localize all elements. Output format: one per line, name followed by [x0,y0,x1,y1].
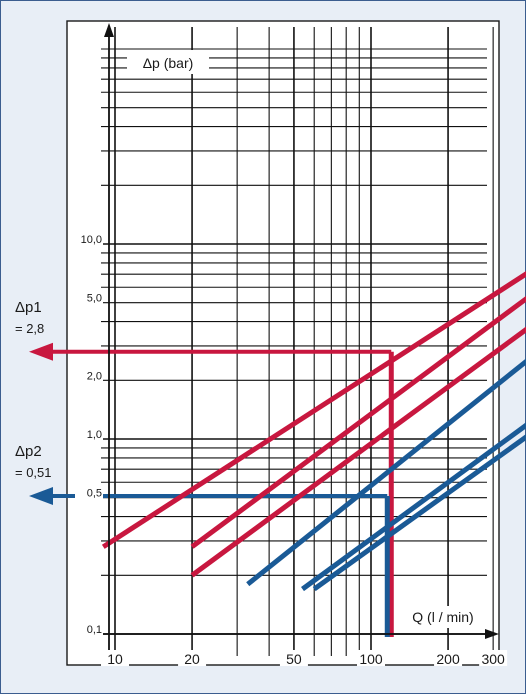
series-line [312,434,526,592]
series-line [190,295,526,549]
guide-arrowhead [29,487,53,506]
y-tick-label: 5,0 [87,293,102,305]
series-line [101,271,526,549]
y-tick-label-bg [75,233,103,246]
series-line [190,326,526,578]
annotation-value: = 2,8 [15,321,44,336]
annotation-label: Δp1 [15,299,42,316]
x-tick-label: 50 [286,651,302,667]
plot-frame [66,20,500,666]
annotation-label: Δp2 [15,443,42,460]
y-tick-label-bg [75,369,103,383]
y-tick-label: 0,5 [87,488,102,500]
x-tick-label-bg [357,650,385,666]
series-lines [101,271,526,592]
y-tick-label: 0,1 [87,624,102,636]
x-tick-label-bg [279,650,308,666]
series-line [301,422,526,592]
y-axis-label: Δp (bar) [143,55,194,71]
y-tick-label-bg [75,428,103,441]
y-tick-label: 1,0 [87,429,102,441]
y-tick-label: 2,0 [87,370,102,382]
x-axis-label: Q (l / min) [412,609,473,625]
y-tick-label-bg [75,291,103,305]
x-tick-label: 20 [184,651,200,667]
x-axis-label-bg [403,606,483,628]
x-tick-label-bg [479,650,508,666]
axes [101,23,499,651]
x-tick-label: 300 [481,651,505,667]
y-tick-label-bg [75,486,103,500]
y-tick-label-bg [75,623,103,636]
x-tick-label: 200 [436,651,460,667]
y-tick-label: 10,0 [81,234,102,246]
annotation-labels: Δp1 = 2,8 Δp2 = 0,51 [15,299,52,480]
x-tick-label-bg [101,650,129,666]
y-axis-label-bg [127,50,209,74]
x-tick-label-bg [178,650,207,666]
x-tick-label-bg [434,650,463,666]
annotation-value: = 0,51 [15,465,52,480]
guide-arrowhead [29,342,53,361]
x-tick-label: 10 [107,651,123,667]
tick-labels: 0,10,51,02,05,010,0102050100200300500 [75,233,508,667]
series-line [246,358,526,587]
x-tick-label: 100 [359,651,383,667]
x-axis-arrow [485,629,499,639]
y-axis-arrow [104,23,114,37]
